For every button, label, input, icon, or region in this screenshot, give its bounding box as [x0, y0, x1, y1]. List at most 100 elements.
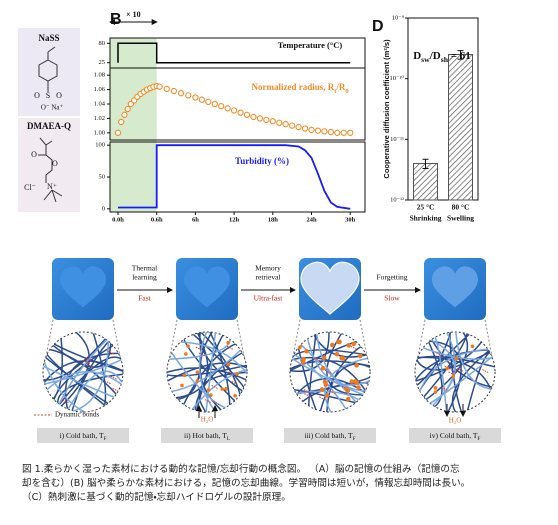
polymer-chain	[57, 373, 123, 406]
step-label: iii) Cold bath, TF	[304, 431, 355, 442]
data-point	[224, 105, 231, 112]
water-label: H₂O	[201, 416, 214, 424]
bar	[413, 162, 438, 201]
dynamic-bond	[86, 363, 94, 368]
chart-title: Turbidity (%)	[235, 156, 289, 166]
dynamic-bond	[228, 371, 235, 376]
memory-heart	[184, 266, 230, 308]
y-tick-label: 10⁻¹⁰	[390, 75, 405, 82]
y-tick-label: 1.06	[94, 86, 106, 93]
water-dot	[195, 370, 200, 374]
data-point	[295, 123, 302, 131]
polymer-chain	[415, 350, 492, 371]
transition-speed: Fast	[138, 294, 151, 303]
dynamic-bond	[303, 389, 311, 394]
y-axis-label: Cooperative diffusion coefficient (m²/s)	[382, 39, 391, 179]
data-point	[288, 122, 296, 129]
dynamic-bond	[62, 399, 69, 404]
chart-title: Temperature (°C)	[278, 40, 343, 50]
data-point	[205, 98, 212, 105]
network	[43, 332, 123, 412]
data-point	[347, 129, 354, 136]
step-label-part: iii) Cold bath, T	[304, 431, 353, 440]
dynamic-bond	[304, 393, 311, 398]
data-point	[334, 129, 341, 136]
polymer-chain	[199, 332, 245, 393]
atom: O	[31, 150, 37, 159]
step-label-part: iv) Cold bath, T	[430, 431, 478, 440]
water-dot	[433, 386, 438, 390]
polymer-chain	[198, 332, 218, 412]
dynamic-bond	[350, 345, 358, 350]
data-point	[308, 126, 315, 134]
step-label: iv) Cold bath, TF	[430, 431, 481, 442]
error-bar	[422, 158, 429, 170]
dynamic-bond	[82, 359, 90, 364]
atom: S	[46, 91, 50, 100]
data-point	[211, 100, 218, 108]
polymer-chain	[319, 363, 370, 412]
data-point	[301, 125, 309, 132]
polymer-chain	[52, 343, 116, 402]
network	[415, 332, 495, 412]
water-dot	[233, 393, 237, 398]
polymer-chain	[190, 368, 247, 412]
memory-heart	[432, 266, 478, 308]
polymer-chain	[324, 357, 370, 412]
structure	[38, 137, 63, 203]
polymer-chain	[430, 337, 495, 389]
data-point	[118, 118, 125, 126]
data-point	[156, 83, 163, 90]
polymer-chain	[427, 354, 495, 406]
dynamic-bond	[104, 380, 111, 385]
dynamic-bond	[329, 390, 336, 395]
dynamic-bond	[482, 369, 489, 374]
atom: N⁺	[47, 182, 57, 191]
category-label: 25 °C	[417, 203, 435, 212]
atom: Cl⁻	[24, 183, 36, 192]
polymer-chain	[306, 336, 370, 386]
x-tick-label: 18h	[268, 216, 279, 223]
water-dot	[220, 387, 225, 391]
water-dot	[186, 344, 190, 348]
x-tick-label: 30h	[345, 216, 356, 223]
x-tick-label: 0.6h	[151, 216, 163, 223]
atom: O	[34, 91, 40, 100]
polymer-chain	[169, 348, 243, 393]
water-dot	[346, 343, 351, 348]
dynamic-bond	[211, 385, 218, 389]
water-dot	[226, 362, 231, 367]
water-dot	[352, 379, 358, 384]
water-dot	[321, 355, 327, 360]
transition-speed: Slow	[384, 294, 400, 303]
chart-title-part: /R	[335, 82, 346, 92]
dynamic-bond	[110, 375, 117, 380]
category-label: 80 °C	[452, 203, 470, 212]
water-dot	[195, 379, 200, 383]
y-tick-label: 25	[99, 59, 106, 66]
atom: O⁻ Na⁺	[41, 104, 64, 112]
water-dot	[324, 393, 330, 398]
y-tick-label: 1.02	[94, 115, 105, 122]
polymer-chain	[427, 339, 443, 409]
water-dot	[345, 396, 351, 402]
bar	[448, 54, 473, 201]
atom: O	[56, 91, 62, 100]
water-dot	[320, 365, 326, 371]
transition-label: Thermal	[132, 264, 157, 273]
caption-line: 図 1.柔らかく湿った素材における動的な記憶/忘却行動の概念図。 （A）脳の記憶…	[22, 463, 460, 475]
data-point	[218, 103, 225, 110]
water-dot	[184, 352, 188, 356]
data-line	[117, 42, 351, 64]
chart-title-part: 0	[345, 88, 348, 95]
network	[167, 332, 247, 412]
transition-label: learning	[132, 273, 157, 282]
polymer-chain	[451, 348, 491, 412]
polymer-chain	[51, 340, 112, 368]
water-dot	[340, 356, 346, 361]
y-tick-label: 1.00	[94, 129, 105, 136]
data-point	[177, 90, 185, 97]
data-point	[185, 92, 192, 99]
data-point	[163, 85, 170, 93]
